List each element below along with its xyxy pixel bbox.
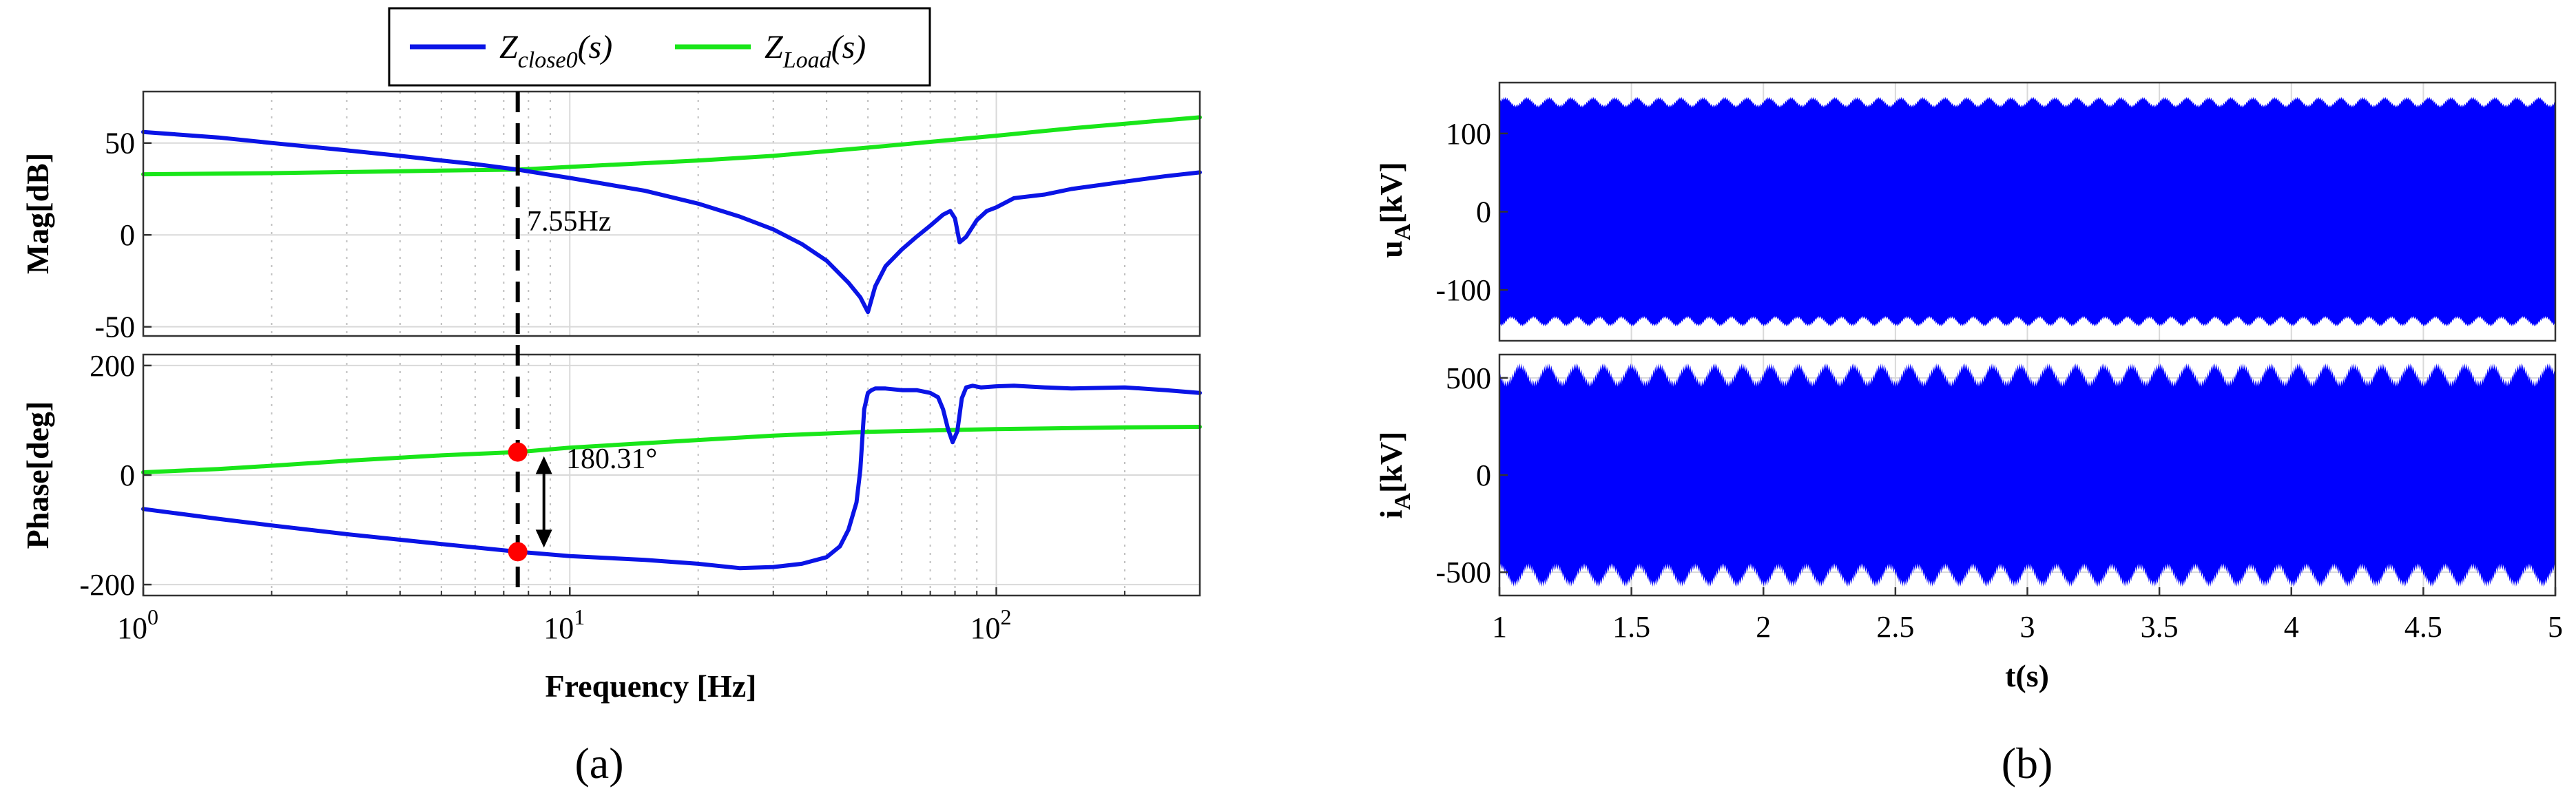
current-y-ticks: 500 0 -500 [1435, 361, 1508, 589]
frequency-x-label: Frequency [Hz] [545, 669, 756, 704]
panel-label-b: (b) [2002, 739, 2053, 788]
x-tick-label: 1.5 [1612, 610, 1650, 644]
magnitude-grid [143, 92, 1201, 336]
panel-b: 100 0 -100 uA[kV] 500 0 -500 iA[kV] 1 1.5 2 2.5… [1373, 81, 2563, 788]
intersection-marker [508, 442, 528, 462]
y-tick-label: 100 [1446, 117, 1491, 151]
y-tick-label: 50 [105, 127, 135, 160]
time-x-ticks: 1 1.5 2 2.5 3 3.5 4 4.5 5 [1492, 587, 2563, 644]
x-tick-label: 4 [2284, 610, 2299, 644]
intersection-markers [508, 442, 528, 562]
y-tick-label: 500 [1446, 361, 1491, 395]
y-tick-label: -50 [94, 310, 135, 344]
voltage-y-label: uA[kV] [1373, 162, 1415, 258]
voltage-y-ticks: 100 0 -100 [1435, 117, 1508, 307]
magnitude-y-label: Mag[dB] [20, 153, 55, 274]
magnitude-axes-frame [142, 90, 1201, 337]
x-tick-label: 2 [1756, 610, 1771, 644]
current-waveform-i-a [1499, 363, 2555, 587]
voltage-waveform-u-a [1499, 96, 2555, 327]
frequency-x-ticks: 100 101 102 [117, 587, 1201, 645]
x-tick-label: 3 [2020, 610, 2035, 644]
frequency-annotation: 7.55Hz [527, 206, 611, 238]
series-line-z-load-s- [141, 115, 1202, 177]
phase-curves [141, 383, 1202, 571]
x-tick-label: 3.5 [2141, 610, 2179, 644]
phase-y-label: Phase[deg] [20, 401, 55, 549]
y-tick-label: 0 [1476, 196, 1491, 229]
legend: Zclose0(s) ZLoad(s) [388, 7, 931, 87]
series-line-z-close0-s- [141, 129, 1202, 315]
y-tick-label: 0 [1476, 459, 1491, 492]
phase-grid [143, 355, 1201, 596]
x-tick-label: 100 [117, 604, 158, 645]
panel-a: Zclose0(s) ZLoad(s) 50 0 -50 Mag[dB] 7.55H… [20, 7, 1202, 788]
series-line-z-close0-s- [141, 383, 1202, 571]
magnitude-curves [141, 115, 1202, 315]
legend-label-z-close0: Zclose0(s) [499, 29, 612, 73]
phase-y-ticks: 200 0 -200 [79, 349, 152, 602]
y-tick-label: 0 [120, 218, 135, 252]
y-tick-label: -500 [1435, 556, 1491, 589]
magnitude-y-ticks: 50 0 -50 [94, 127, 152, 344]
x-tick-label: 1 [1492, 610, 1507, 644]
panel-label-a: (a) [574, 739, 623, 788]
phase-difference-label: 180.31° [566, 443, 657, 475]
x-tick-label: 5 [2548, 610, 2563, 644]
time-x-label: t(s) [2005, 658, 2049, 693]
phase-difference-arrow [535, 456, 552, 548]
x-tick-label: 102 [970, 604, 1012, 645]
arrow-head-up [535, 456, 552, 474]
y-tick-label: -100 [1435, 273, 1491, 307]
arrow-head-down [535, 529, 552, 548]
x-tick-label: 101 [543, 604, 585, 645]
intersection-marker [508, 542, 528, 562]
current-y-label: iA[kV] [1373, 432, 1415, 519]
x-tick-label: 4.5 [2404, 610, 2442, 644]
legend-label-z-load: ZLoad(s) [765, 29, 866, 73]
series-line-z-load-s- [141, 425, 1202, 474]
x-tick-label: 2.5 [1876, 610, 1914, 644]
y-tick-label: 0 [120, 459, 135, 492]
y-tick-label: 200 [90, 349, 135, 383]
y-tick-label: -200 [79, 568, 135, 602]
